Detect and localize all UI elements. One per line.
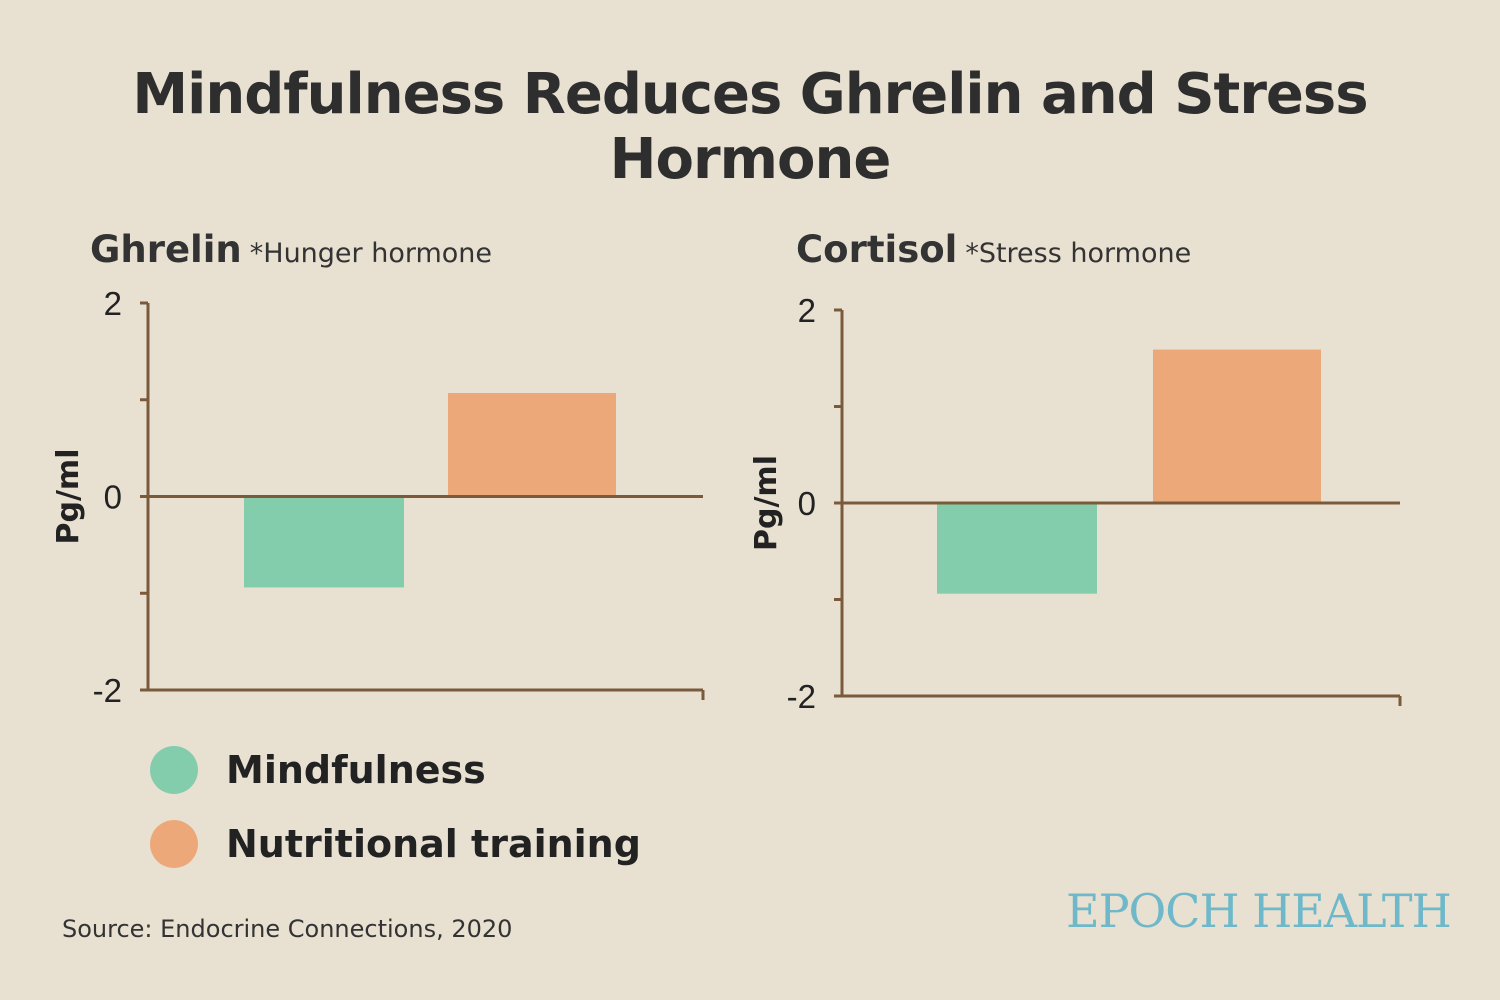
- cortisol-title: Cortisol: [796, 228, 958, 271]
- legend-label: Mindfulness: [226, 748, 486, 792]
- y-tick-label: 0: [798, 485, 816, 522]
- y-axis-label: Pg/ml: [749, 455, 784, 551]
- y-tick-label: -2: [93, 672, 122, 709]
- y-axis-label: Pg/ml: [51, 449, 86, 545]
- y-tick-label: 2: [798, 292, 816, 329]
- bar-nutritional-training: [448, 392, 616, 497]
- legend-item-nutritional: Nutritional training: [150, 820, 641, 868]
- legend-label: Nutritional training: [226, 822, 641, 866]
- y-tick-label: -2: [787, 678, 816, 715]
- y-tick-label: 0: [104, 479, 122, 516]
- epoch-health-logo: EPOCH HEALTH: [1066, 884, 1452, 938]
- y-tick-label: 2: [104, 285, 122, 322]
- cortisol-subtitle: *Stress hormone: [965, 238, 1192, 269]
- nutritional-swatch: [150, 820, 198, 868]
- bar-mindfulness: [244, 496, 404, 588]
- cortisol-panel-title: Cortisol *Stress hormone: [796, 228, 1191, 271]
- source-note: Source: Endocrine Connections, 2020: [62, 915, 513, 943]
- bar-mindfulness: [937, 503, 1097, 594]
- ghrelin-subtitle: *Hunger hormone: [249, 238, 493, 269]
- ghrelin-panel-title: Ghrelin *Hunger hormone: [90, 228, 492, 271]
- mindfulness-swatch: [150, 746, 198, 794]
- ghrelin-title: Ghrelin: [90, 228, 242, 271]
- legend-item-mindfulness: Mindfulness: [150, 746, 486, 794]
- chart-title: Mindfulness Reduces Ghrelin and Stress H…: [132, 62, 1368, 192]
- bar-nutritional-training: [1153, 349, 1321, 503]
